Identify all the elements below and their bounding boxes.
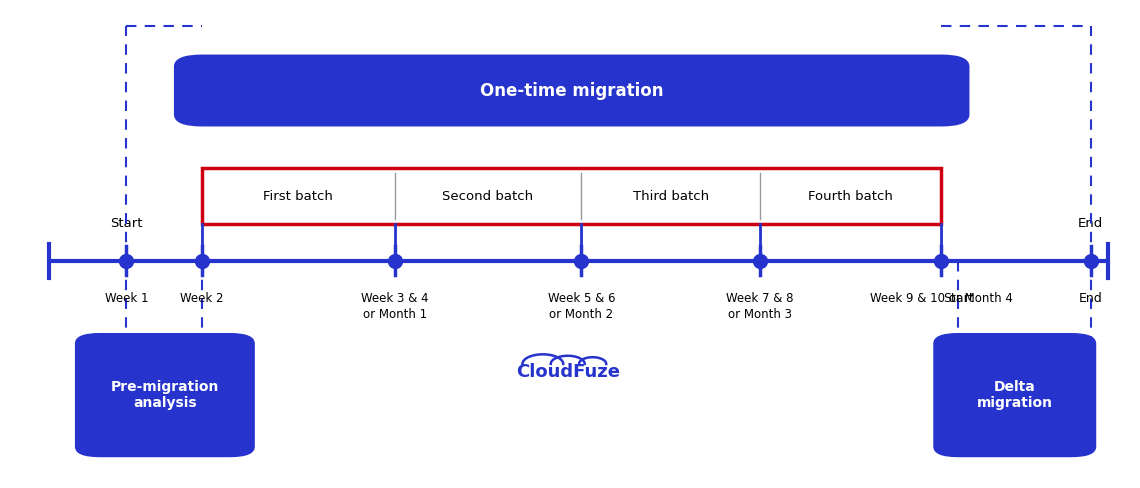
Text: Delta
migration: Delta migration bbox=[977, 380, 1052, 410]
Text: First batch: First batch bbox=[263, 189, 333, 203]
Text: End: End bbox=[1078, 217, 1104, 230]
Text: Week 3 & 4
or Month 1: Week 3 & 4 or Month 1 bbox=[361, 292, 429, 322]
Text: Pre-migration
analysis: Pre-migration analysis bbox=[111, 380, 219, 410]
FancyBboxPatch shape bbox=[75, 333, 255, 457]
Text: One-time migration: One-time migration bbox=[480, 81, 663, 100]
FancyBboxPatch shape bbox=[934, 333, 1097, 457]
Text: Start: Start bbox=[943, 292, 974, 305]
Text: Fourth batch: Fourth batch bbox=[808, 189, 893, 203]
Text: Week 1: Week 1 bbox=[105, 292, 148, 305]
Text: Week 2: Week 2 bbox=[180, 292, 223, 305]
FancyBboxPatch shape bbox=[174, 55, 969, 126]
Text: CloudFuze: CloudFuze bbox=[515, 363, 620, 381]
Text: Week 5 & 6
or Month 2: Week 5 & 6 or Month 2 bbox=[547, 292, 616, 322]
Text: Second batch: Second batch bbox=[442, 189, 534, 203]
Text: Third batch: Third batch bbox=[633, 189, 709, 203]
Text: Start: Start bbox=[111, 217, 142, 230]
Text: End: End bbox=[1078, 292, 1102, 305]
FancyBboxPatch shape bbox=[202, 168, 942, 224]
Text: Week 9 & 10 or Month 4: Week 9 & 10 or Month 4 bbox=[870, 292, 1012, 305]
Text: Week 7 & 8
or Month 3: Week 7 & 8 or Month 3 bbox=[726, 292, 793, 322]
